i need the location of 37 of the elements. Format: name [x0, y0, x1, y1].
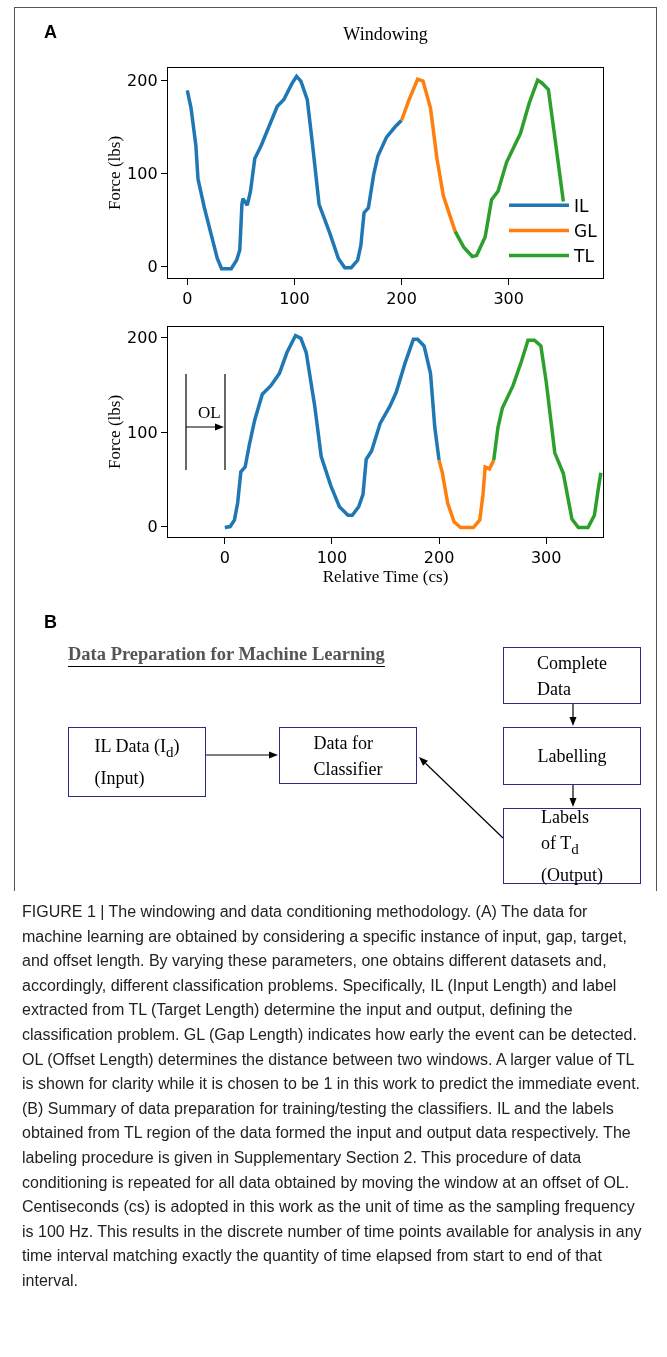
y-tick-label: 0 [147, 517, 158, 537]
y-tick-label: 200 [127, 328, 158, 348]
text: A [44, 22, 57, 42]
line-series [223, 333, 441, 530]
x-tick-label: 100 [316, 548, 348, 568]
flow-box: Complete Data [503, 647, 641, 704]
text: FIGURE 1 | The windowing and data conditioning methodology. (A) The data for machine learning are obtained by considering a specific instance of input, gap, target, and offset length. By varying these parameters, one obtains different datasets and, accordingly, different classification problems. Specifically, IL (Input Length) and label extracted from TL (Target Length) determine the input and output, defining the classification problem. GL (Gap Length) indicates how early the event can be detected. OL (Offset Length) determines the distance between two windows. A larger value of TL is shown for clarity while it is chosen to be 1 in this work to predict the immediate event. (B) Summary of data preparation for training/testing the classifiers. IL and the labels obtained from TL region of the data formed the input and output data respectively. The labeling procedure is given in Supplementary Section 2. This procedure of data conditioning is repeated for all data obtained by moving the window at an offset of OL. Centiseconds (cs) is adopted in this work as the unit of time as the sampling frequency is 100 Hz. This results in the discrete number of time points available for analysis in any time interval matching exactly the quantity of time elapsed from start to end of that interval. [22, 903, 642, 1289]
line-series [453, 78, 566, 259]
text: Data Preparation for Machine Learning [68, 644, 385, 665]
flow-box: IL Data (I$_{d}$) (Input) [68, 727, 206, 797]
x-tick-label: 200 [423, 548, 455, 568]
legend-label: TL [573, 246, 595, 267]
line-series [399, 77, 457, 234]
x-tick-label: 300 [493, 289, 524, 309]
y-tick-label: 0 [147, 257, 158, 277]
flow-box: Data for Classifier [279, 727, 417, 784]
line-series [185, 74, 404, 271]
x-tick-label: 0 [182, 289, 193, 309]
line-series [491, 338, 603, 530]
flow-box: Labels of T$_{d}$ (Output) [503, 808, 641, 884]
flow-box: Labelling [503, 727, 641, 785]
text: B [44, 612, 57, 633]
y-tick-label: 200 [127, 70, 158, 90]
x-axis-title: Relative Time (cs) [322, 567, 449, 587]
y-axis-title: Force (lbs) [104, 135, 124, 211]
legend-label: IL [574, 195, 590, 216]
x-tick-label: 0 [219, 548, 230, 568]
line-series [437, 458, 496, 530]
y-axis-title: Force (lbs) [104, 394, 124, 470]
chart-title: Windowing [343, 24, 428, 45]
legend-label: GL [574, 221, 598, 242]
y-tick-label: 100 [127, 164, 158, 184]
y-tick-label: 100 [127, 422, 158, 442]
x-tick-label: 200 [386, 289, 417, 309]
x-tick-label: 100 [279, 289, 310, 309]
x-tick-label: 300 [530, 548, 562, 568]
annotation: OL [198, 403, 221, 422]
